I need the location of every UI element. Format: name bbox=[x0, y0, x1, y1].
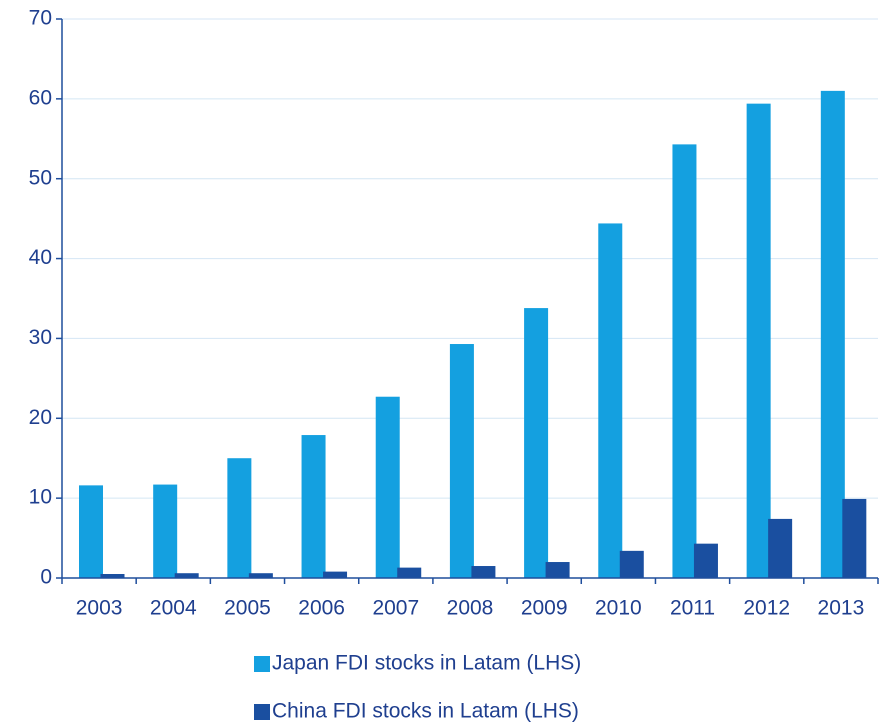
bar bbox=[672, 144, 697, 578]
bar bbox=[174, 573, 199, 578]
y-tick-label: 0 bbox=[40, 566, 52, 589]
bar bbox=[301, 435, 326, 578]
bar bbox=[375, 396, 400, 578]
x-tick-label: 2006 bbox=[298, 597, 345, 620]
bar bbox=[248, 573, 273, 578]
bar bbox=[227, 458, 252, 578]
bar bbox=[524, 308, 549, 578]
y-tick-label: 60 bbox=[29, 86, 52, 109]
bar bbox=[545, 562, 570, 578]
x-tick-label: 2004 bbox=[150, 597, 197, 620]
y-tick-label: 20 bbox=[29, 406, 52, 429]
x-tick-label: 2012 bbox=[743, 597, 790, 620]
x-tick-label: 2013 bbox=[818, 597, 865, 620]
legend-swatch bbox=[254, 656, 270, 672]
y-tick-label: 40 bbox=[29, 246, 52, 269]
y-tick-label: 70 bbox=[29, 7, 52, 30]
bar bbox=[79, 485, 103, 578]
bar bbox=[693, 543, 718, 578]
bar bbox=[842, 498, 867, 578]
x-tick-label: 2009 bbox=[521, 597, 568, 620]
bar bbox=[323, 571, 348, 578]
legend-label: China FDI stocks in Latam (LHS) bbox=[272, 700, 579, 723]
bar bbox=[820, 90, 845, 578]
x-tick-label: 2008 bbox=[447, 597, 494, 620]
bar bbox=[598, 223, 623, 579]
bar bbox=[397, 567, 422, 578]
x-tick-label: 2007 bbox=[372, 597, 419, 620]
y-tick-label: 10 bbox=[29, 486, 52, 509]
x-tick-label: 2005 bbox=[224, 597, 271, 620]
x-tick-label: 2010 bbox=[595, 597, 642, 620]
bar bbox=[619, 550, 644, 578]
bar bbox=[153, 484, 178, 578]
bar bbox=[768, 518, 793, 578]
legend-label: Japan FDI stocks in Latam (LHS) bbox=[272, 652, 581, 675]
bar bbox=[471, 566, 496, 578]
y-tick-label: 50 bbox=[29, 166, 52, 189]
bar bbox=[746, 103, 771, 579]
x-tick-label: 2003 bbox=[76, 597, 123, 620]
bar bbox=[100, 574, 125, 578]
legend-swatch bbox=[254, 704, 270, 720]
bar bbox=[449, 344, 474, 578]
x-tick-label: 2011 bbox=[670, 597, 715, 620]
y-tick-label: 30 bbox=[29, 326, 52, 349]
